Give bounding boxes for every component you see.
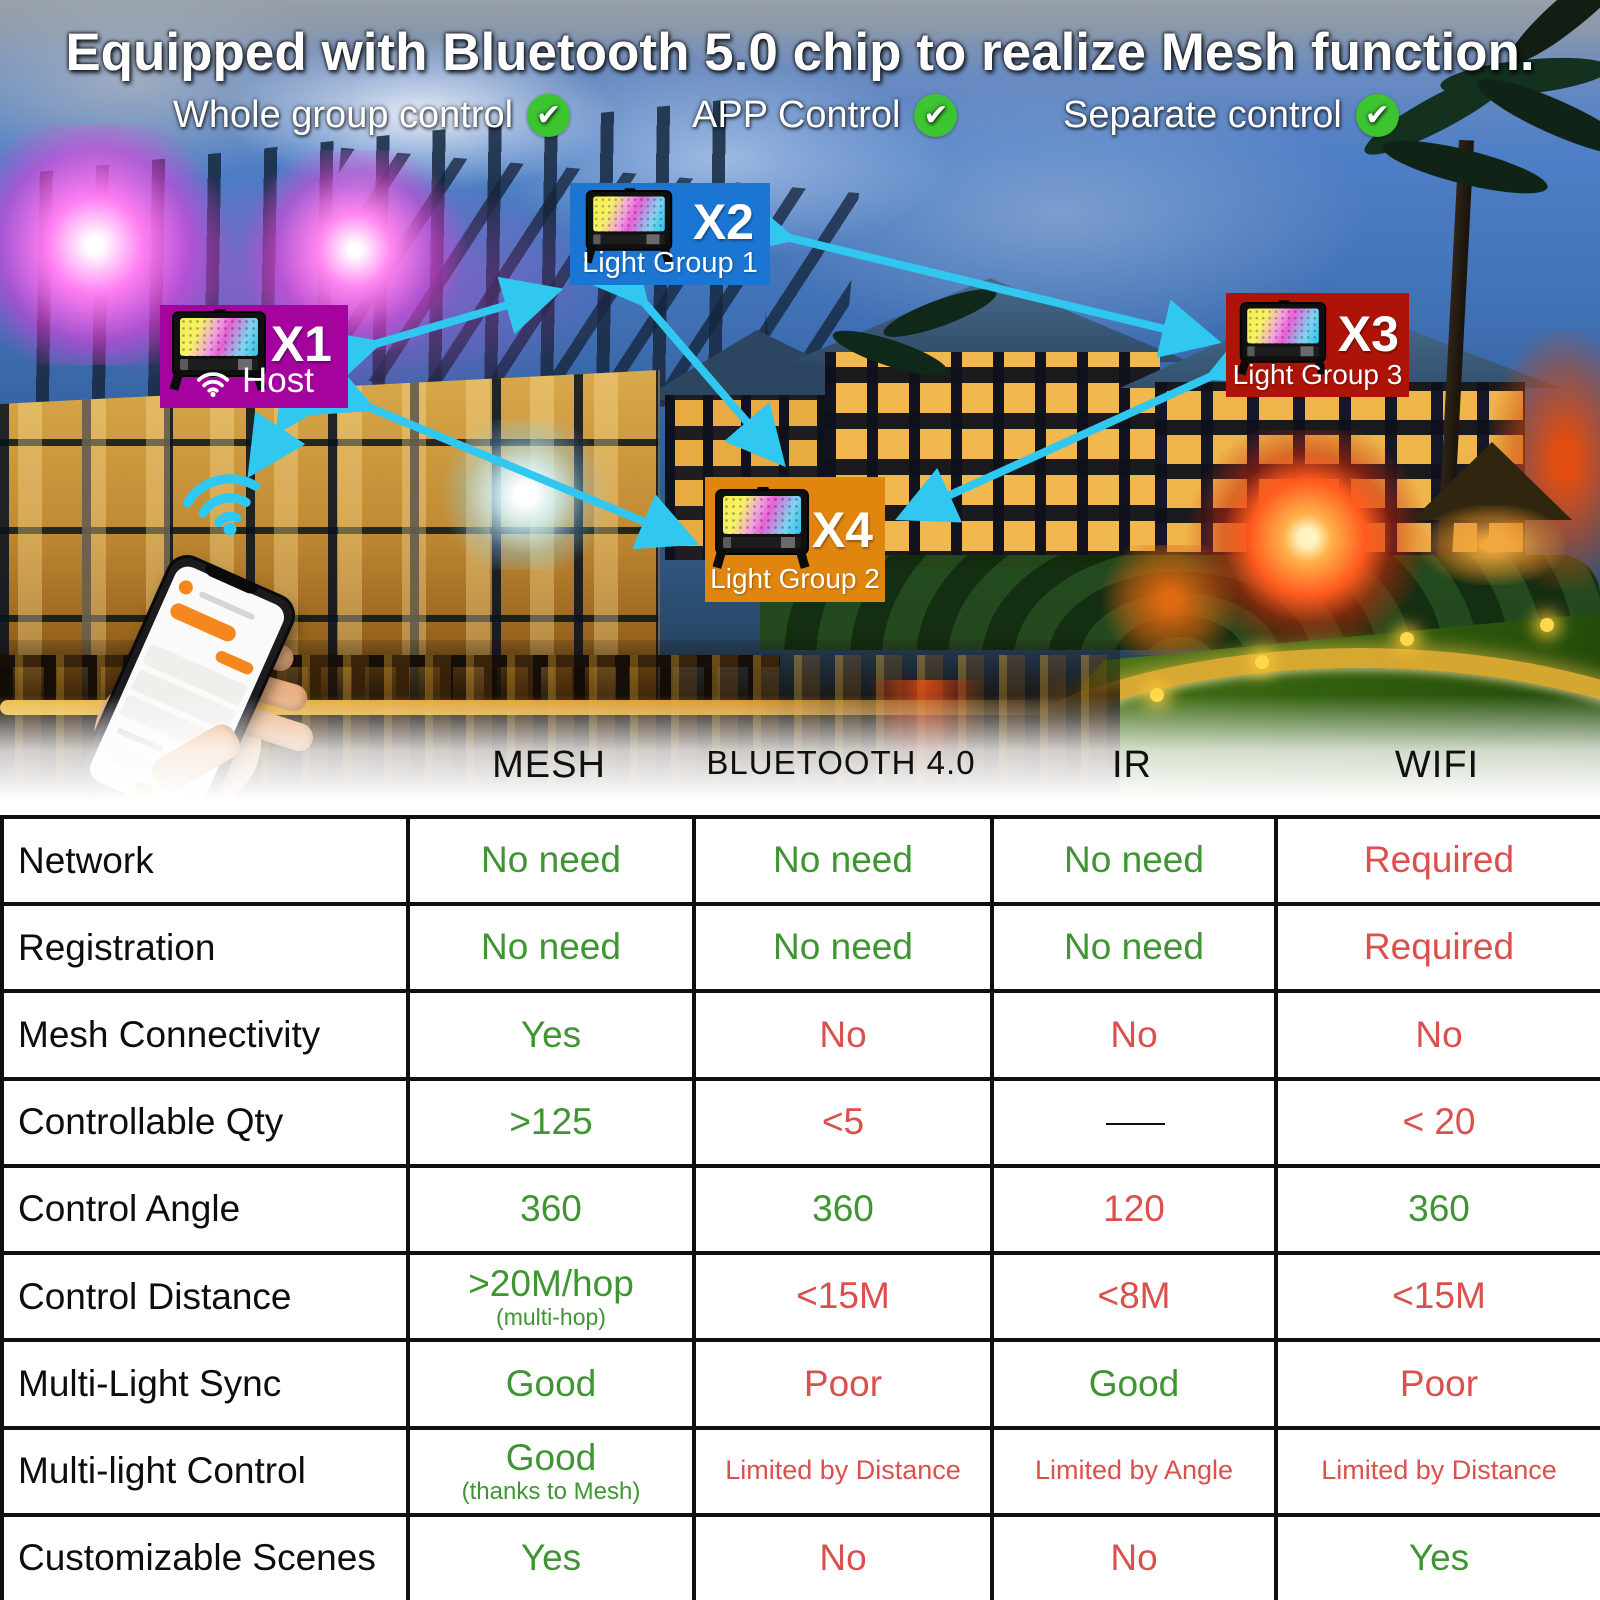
- row-label: Customizable Scenes: [0, 1512, 406, 1600]
- table-cell: Limited by Angle: [990, 1425, 1274, 1513]
- table-cell: No: [692, 1512, 990, 1600]
- floodlight-image: [583, 188, 674, 264]
- white-fade: [0, 600, 1600, 815]
- table-cell: Limited by Distance: [1274, 1425, 1600, 1513]
- check-icon: ✔: [914, 94, 958, 137]
- table-cell: No: [990, 989, 1274, 1077]
- table-cell: >125: [406, 1076, 692, 1164]
- table-cell: <8M: [990, 1251, 1274, 1339]
- floodlight-image: [169, 309, 268, 391]
- node-caption: Light Group 3: [1232, 359, 1403, 390]
- column-header-bluetooth: BLUETOOTH 4.0: [706, 744, 976, 781]
- table-cell: 360: [1274, 1163, 1600, 1252]
- gazebo-glow: [1420, 505, 1565, 585]
- row-label: Multi-light Control: [0, 1425, 406, 1513]
- table-cell: ——: [990, 1076, 1274, 1164]
- check-icon: ✔: [527, 94, 571, 137]
- table-cell: Limited by Distance: [692, 1425, 990, 1513]
- light-node-x1: X1 Host: [160, 305, 348, 408]
- table-cell: No need: [692, 815, 990, 903]
- check-icon: ✔: [1355, 94, 1399, 137]
- table-cell: Yes: [406, 1512, 692, 1600]
- table-cell: Good: [406, 1338, 692, 1426]
- table-cell: 360: [692, 1163, 990, 1252]
- host-caption: Host: [160, 361, 348, 401]
- node-id: X2: [692, 194, 754, 250]
- table-cell: No: [1274, 989, 1600, 1077]
- table-cell: Required: [1274, 902, 1600, 990]
- banner-title: Equipped with Bluetooth 5.0 chip to real…: [65, 23, 1535, 82]
- resort-photo-background: X1 Host X2 Light Group 1 X3 Light: [0, 0, 1600, 815]
- table-cell: Required: [1274, 815, 1600, 903]
- table-cell: Yes: [406, 989, 692, 1077]
- row-label: Control Distance: [0, 1251, 406, 1339]
- row-label: Controllable Qty: [0, 1076, 406, 1164]
- table-cell: < 20: [1274, 1076, 1600, 1164]
- row-label: Mesh Connectivity: [0, 989, 406, 1077]
- comparison-table: Network No need No need No need Required…: [0, 815, 1600, 1600]
- feature-label: APP Control: [692, 94, 901, 136]
- table-cell: Good: [990, 1338, 1274, 1426]
- table-cell: <15M: [1274, 1251, 1600, 1339]
- table-cell: 360: [406, 1163, 692, 1252]
- table-cell: No need: [406, 902, 692, 990]
- table-cell: Poor: [1274, 1338, 1600, 1426]
- node-caption: Light Group 2: [710, 563, 880, 594]
- feature-label: Separate control: [1063, 94, 1342, 136]
- table-cell: >20M/hop (multi-hop): [406, 1251, 692, 1339]
- row-label: Control Angle: [0, 1163, 406, 1252]
- table-cell: No: [692, 989, 990, 1077]
- node-caption: Light Group 1: [582, 247, 758, 279]
- table-cell: <5: [692, 1076, 990, 1164]
- row-label: Multi-Light Sync: [0, 1338, 406, 1426]
- table-cell: No need: [692, 902, 990, 990]
- table-cell: No need: [990, 902, 1274, 990]
- column-header-ir: IR: [1112, 744, 1152, 786]
- light-node-x2: X2 Light Group 1: [570, 183, 770, 285]
- wifi-icon: [197, 372, 230, 397]
- feature-whole-group-control: Whole group control ✔: [173, 94, 571, 137]
- table-cell: No need: [406, 815, 692, 903]
- table-cell: 120: [990, 1163, 1274, 1252]
- table-cell: Good (thanks to Mesh): [406, 1425, 692, 1513]
- table-column-headers: MESH BLUETOOTH 4.0 IR WIFI: [0, 726, 1600, 812]
- table-cell: Poor: [692, 1338, 990, 1426]
- row-label: Registration: [0, 902, 406, 990]
- light-node-x4: X4 Light Group 2: [705, 477, 885, 602]
- mesh-arrows: [247, 196, 1271, 550]
- table-cell: <15M: [692, 1251, 990, 1339]
- row-label: Network: [0, 815, 406, 903]
- feature-app-control: APP Control ✔: [692, 94, 958, 137]
- node-id: X1: [270, 316, 332, 372]
- light-node-x3: X3 Light Group 3: [1226, 293, 1409, 397]
- floodlight-image: [712, 487, 811, 569]
- table-cell: No: [990, 1512, 1274, 1600]
- column-header-mesh: MESH: [492, 744, 606, 786]
- feature-separate-control: Separate control ✔: [1063, 94, 1399, 137]
- feature-label: Whole group control: [173, 94, 514, 136]
- node-caption: Host: [242, 361, 314, 400]
- table-cell: No need: [990, 815, 1274, 903]
- node-id: X4: [811, 502, 873, 558]
- wifi-signal-icon: [182, 474, 260, 536]
- floodlight-image: [1237, 300, 1328, 376]
- table-cell: Yes: [1274, 1512, 1600, 1600]
- column-header-wifi: WIFI: [1394, 744, 1480, 786]
- node-id: X3: [1337, 306, 1399, 362]
